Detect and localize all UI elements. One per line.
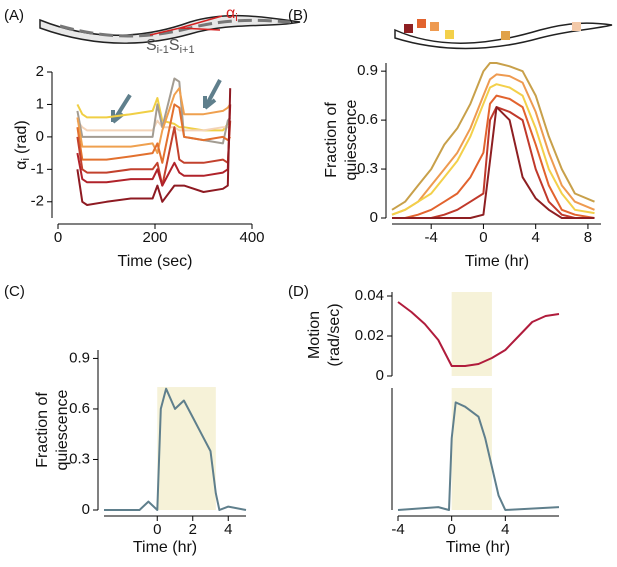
series-line — [392, 106, 595, 219]
x-axis-label: Time (hr) — [446, 539, 510, 556]
series-line — [397, 301, 560, 367]
series-line — [104, 387, 247, 511]
segment-marker — [445, 30, 454, 39]
x-tick-label: 2 — [189, 521, 197, 538]
series-line — [76, 103, 231, 164]
series-line — [76, 77, 232, 145]
series-line — [392, 94, 595, 219]
y-axis-label: quiescence — [54, 389, 71, 470]
y-tick-label: 2 — [36, 63, 44, 80]
y-tick-label: -1 — [31, 160, 44, 177]
segment-marker — [501, 31, 510, 40]
series-line — [391, 83, 595, 216]
y-axis-label: (rad/sec) — [326, 303, 343, 366]
series-line — [397, 401, 560, 511]
x-tick-label: 4 — [501, 521, 509, 538]
shaded-region — [451, 292, 492, 376]
y-tick-label: 0 — [376, 367, 384, 384]
y-tick-label: 0.3 — [69, 450, 90, 467]
y-tick-label: 0.04 — [355, 287, 384, 304]
y-tick-label: 0.9 — [357, 62, 378, 79]
angle-marker — [149, 15, 223, 36]
x-tick-label: 4 — [532, 229, 540, 246]
segment-marker — [430, 22, 439, 31]
panel-label: (D) — [288, 283, 309, 300]
y-tick-label: 0 — [36, 128, 44, 145]
y-tick-label: 1 — [36, 95, 44, 112]
x-tick-label: 0 — [479, 229, 487, 246]
y-axis-label-unit: (rad) — [13, 120, 30, 154]
y-tick-label: 0.9 — [69, 349, 90, 366]
series-line — [76, 87, 232, 155]
x-tick-label: -4 — [425, 229, 438, 246]
x-tick-label: 200 — [142, 229, 167, 246]
y-tick-label: 0.6 — [357, 111, 378, 128]
x-tick-label: -4 — [391, 521, 404, 538]
y-tick-label: 0.02 — [355, 327, 384, 344]
panel-label: (B) — [288, 7, 308, 24]
panel-label: (A) — [4, 7, 24, 24]
series-line — [76, 88, 232, 206]
y-tick-label: 0.3 — [357, 160, 378, 177]
x-tick-label: 0 — [153, 521, 161, 538]
segment-marker — [404, 24, 413, 33]
y-axis-label: αi (rad) — [13, 120, 32, 169]
worm-diagram — [39, 14, 301, 44]
series-line — [76, 104, 232, 187]
y-tick-label: 0 — [370, 209, 378, 226]
arrow — [203, 79, 222, 110]
y-tick-label: -2 — [31, 193, 44, 210]
shaded-region — [451, 388, 492, 510]
y-axis-label-subscript: i — [20, 158, 32, 160]
y-axis-label: quiescence — [343, 99, 360, 180]
x-tick-label: 0 — [54, 229, 62, 246]
segment-marker — [417, 19, 426, 28]
y-axis-label: Fraction of — [323, 102, 340, 178]
segment-marker — [572, 22, 581, 31]
y-tick-label: 0.6 — [69, 400, 90, 417]
y-axis-label-symbol: α — [13, 160, 30, 169]
alpha-label: αi — [226, 5, 238, 24]
panel-label: (C) — [4, 283, 25, 300]
x-axis-label: Time (sec) — [118, 253, 193, 270]
x-axis-label: Time (hr) — [133, 539, 197, 556]
y-tick-label: 0 — [82, 501, 90, 518]
x-tick-label: 8 — [584, 229, 592, 246]
series-line — [391, 73, 595, 216]
series-line — [392, 106, 595, 219]
x-tick-label: 400 — [239, 229, 264, 246]
series-line — [391, 62, 595, 211]
x-tick-label: 0 — [447, 521, 455, 538]
x-axis-label: Time (hr) — [465, 253, 529, 270]
arrow — [111, 93, 132, 124]
series-line — [76, 97, 231, 132]
y-axis-label: Motion — [306, 311, 323, 359]
y-axis-label: Fraction of — [34, 392, 51, 468]
x-tick-label: 4 — [224, 521, 232, 538]
worm-diagram — [394, 22, 613, 50]
segment-label: Si-1Si+1 — [146, 37, 195, 56]
